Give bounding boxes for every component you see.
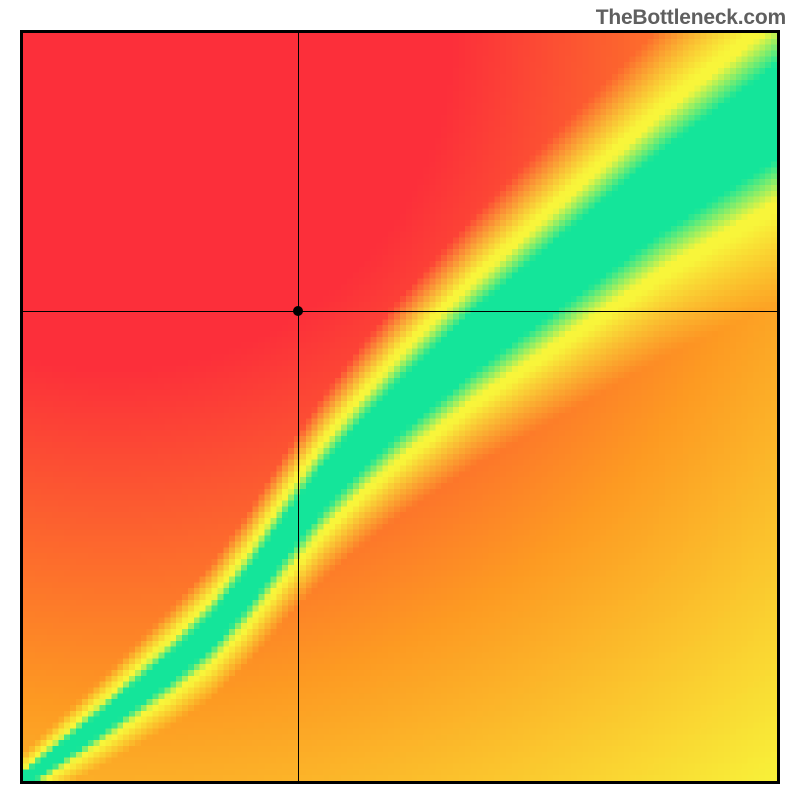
plot-area <box>20 30 780 784</box>
crosshair-vertical <box>298 33 299 781</box>
heatmap-canvas <box>23 33 777 781</box>
watermark-text: TheBottleneck.com <box>596 6 786 30</box>
crosshair-horizontal <box>23 311 777 312</box>
chart-root: { "watermark": { "text": "TheBottleneck.… <box>0 0 800 800</box>
marker-point <box>293 306 303 316</box>
